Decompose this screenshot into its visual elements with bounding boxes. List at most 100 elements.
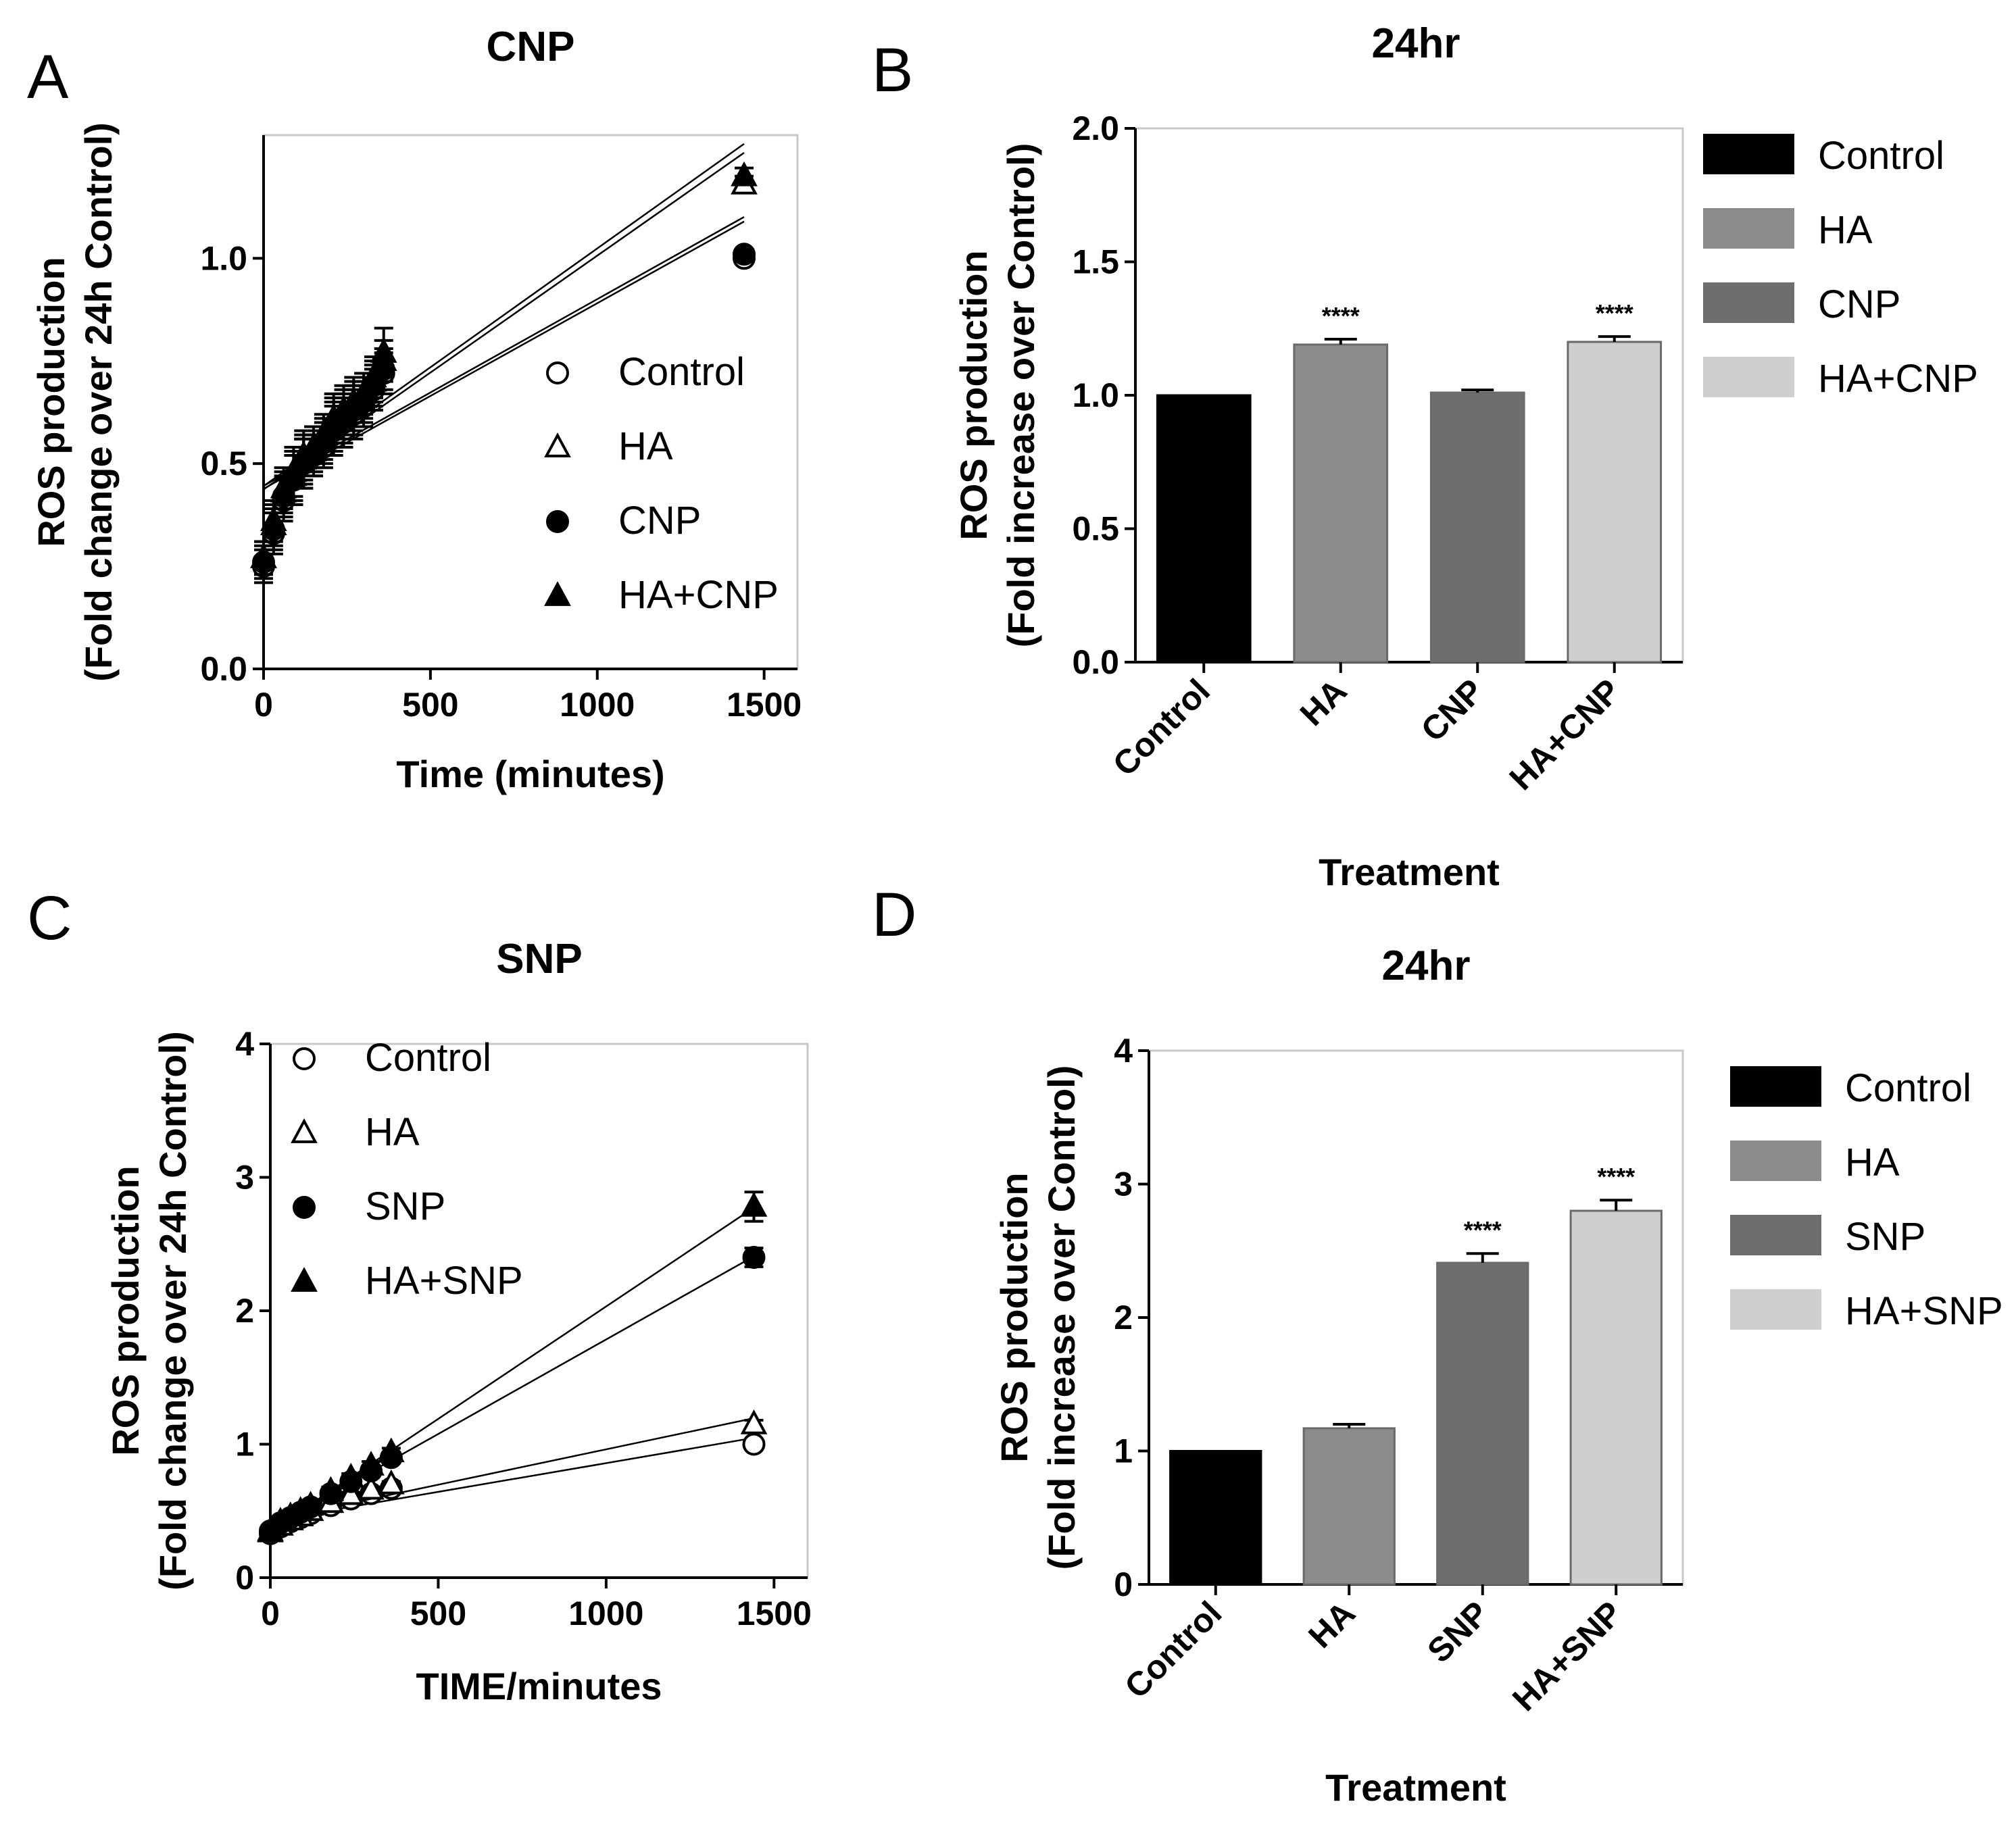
x-tick-label: Control [1106, 672, 1217, 783]
data-point [731, 161, 758, 186]
significance-label: **** [1464, 1216, 1502, 1244]
bar [1569, 1209, 1663, 1586]
y-tick-label: 0 [1114, 1565, 1133, 1603]
data-point [740, 1409, 768, 1434]
panel-letter: A [27, 43, 69, 111]
bar-group: Control [1106, 394, 1252, 783]
significance-label: **** [1322, 302, 1360, 330]
data-point [297, 1490, 324, 1516]
chart-title: CNP [487, 24, 575, 70]
legend-item: CNP [1703, 282, 1900, 326]
legend-label: Control [365, 1036, 491, 1080]
legend-swatch [1703, 134, 1794, 174]
y-tick-label: 4 [235, 1025, 254, 1063]
panel-letter: D [872, 880, 916, 949]
legend: Control HA SNP HA+SNP [1730, 1066, 2003, 1333]
x-tick-label: 500 [402, 686, 458, 724]
data-point [378, 1437, 405, 1463]
legend-marker [544, 432, 571, 457]
y-tick-label: 1 [1114, 1432, 1133, 1470]
legend-label: Control [1818, 134, 1944, 178]
legend-item: SNP [293, 1184, 445, 1228]
legend-marker [291, 1267, 318, 1292]
y-axis-label-line2: (Fold increase over Control) [1040, 1066, 1083, 1570]
data-point [250, 543, 277, 568]
bar-group: **** SNP [1420, 1216, 1529, 1670]
legend-swatch [1730, 1215, 1821, 1255]
legend-swatch [1730, 1066, 1821, 1107]
legend-marker [546, 510, 569, 533]
legend-item: HA+SNP [291, 1259, 523, 1303]
x-tick-label: HA+SNP [1505, 1594, 1629, 1718]
bar-group: Control [1117, 1450, 1262, 1705]
panel-letter: B [872, 36, 913, 105]
legend: Control HA CNP HA+CNP [544, 350, 779, 617]
y-axis-label-line2: (Fold increase over Control) [1000, 143, 1042, 648]
data-point [740, 1192, 768, 1217]
x-axis-label: Treatment [1325, 1766, 1506, 1809]
legend-swatch [1730, 1141, 1821, 1181]
panel-C: C SNP 0 1 2 3 4 0 500 1000 1500 TIME/minutes ROS pro… [27, 884, 812, 1707]
legend-label: HA+CNP [618, 573, 779, 617]
legend-swatch [1703, 208, 1794, 249]
data-point [317, 1476, 345, 1501]
y-tick-label: 1.0 [1072, 376, 1119, 414]
panel-A: A CNP 0.0 0.5 1.0 0 500 1000 1500 Time (minutes) R… [27, 24, 802, 795]
bar [1436, 1261, 1529, 1586]
y-tick-label: 0.0 [200, 650, 247, 688]
legend-marker [546, 361, 569, 384]
data-point [370, 338, 397, 363]
y-tick-label: 3 [235, 1159, 254, 1197]
legend: Control HA SNP HA+SNP [291, 1036, 523, 1303]
legend-label: SNP [365, 1184, 445, 1228]
legend-item: HA [1703, 208, 1873, 252]
y-tick-label: 0 [235, 1559, 254, 1597]
bar-group: CNP [1414, 389, 1525, 749]
x-tick-label: 1000 [560, 686, 635, 724]
data-point [260, 506, 287, 532]
y-tick-label: 1.5 [1072, 243, 1119, 281]
data-point [280, 457, 308, 482]
legend-marker [293, 1047, 316, 1070]
legend-item: HA [1730, 1141, 1900, 1184]
legend-marker [293, 1196, 316, 1219]
legend-label: HA [618, 424, 673, 468]
x-tick-label: 0 [254, 686, 273, 724]
chart-title: 24hr [1372, 20, 1460, 67]
legend-swatch [1703, 357, 1794, 397]
data-point [733, 243, 756, 266]
bar [1302, 1427, 1396, 1586]
legend-label: HA [1818, 208, 1873, 252]
y-tick-label: 0.5 [200, 445, 247, 482]
y-tick-label: 0.5 [1072, 510, 1119, 548]
data-point [358, 1451, 385, 1476]
panel-letter: C [27, 884, 72, 953]
legend: Control HA CNP HA+CNP [1703, 134, 1978, 401]
significance-label: **** [1597, 1163, 1635, 1191]
y-axis-label-line1: ROS production [104, 1166, 147, 1455]
bar [1169, 1450, 1262, 1586]
x-tick-label: Control [1117, 1594, 1229, 1705]
x-axis-label: Time (minutes) [396, 753, 664, 795]
bar [1567, 341, 1663, 663]
data-point [270, 473, 297, 499]
x-tick-label: 1000 [568, 1595, 643, 1632]
legend-label: HA+SNP [365, 1259, 523, 1303]
data-point [337, 1463, 365, 1488]
bar [1156, 394, 1252, 663]
legend-marker [291, 1118, 318, 1143]
data-point [360, 362, 387, 388]
legend-item: HA [291, 1110, 420, 1154]
x-tick-label: HA [1301, 1594, 1362, 1655]
series-ha [257, 1409, 768, 1543]
legend-item: HA+SNP [1730, 1289, 2003, 1333]
legend-label: CNP [1818, 282, 1900, 326]
y-axis-label-line2: (Fold change over 24h Control) [77, 122, 120, 682]
legend-item: HA+CNP [544, 573, 779, 617]
legend-label: HA+CNP [1818, 357, 1978, 401]
data-point [300, 432, 327, 457]
legend-swatch [1730, 1289, 1821, 1330]
x-tick-label: SNP [1420, 1594, 1496, 1670]
legend-item: Control [1730, 1066, 1971, 1110]
